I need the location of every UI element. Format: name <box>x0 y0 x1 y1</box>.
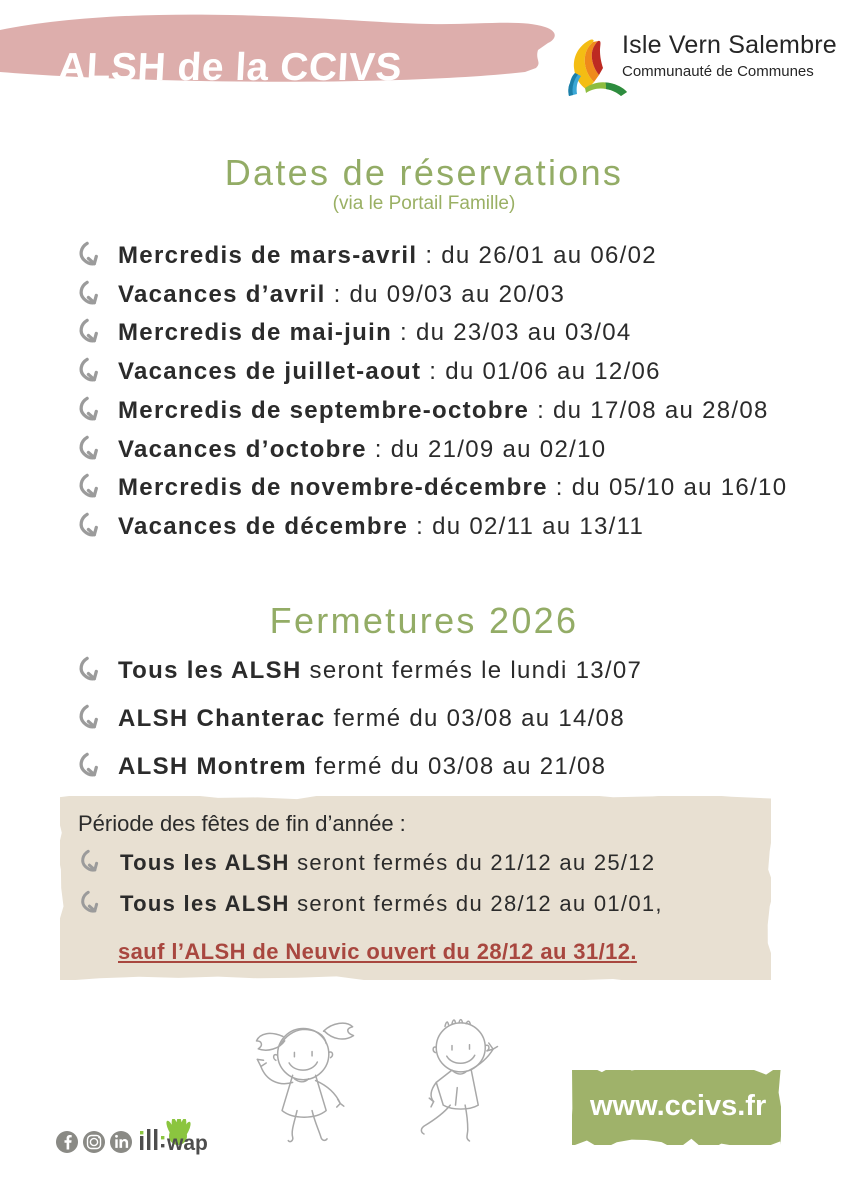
svg-text:wap: wap <box>166 1132 208 1155</box>
